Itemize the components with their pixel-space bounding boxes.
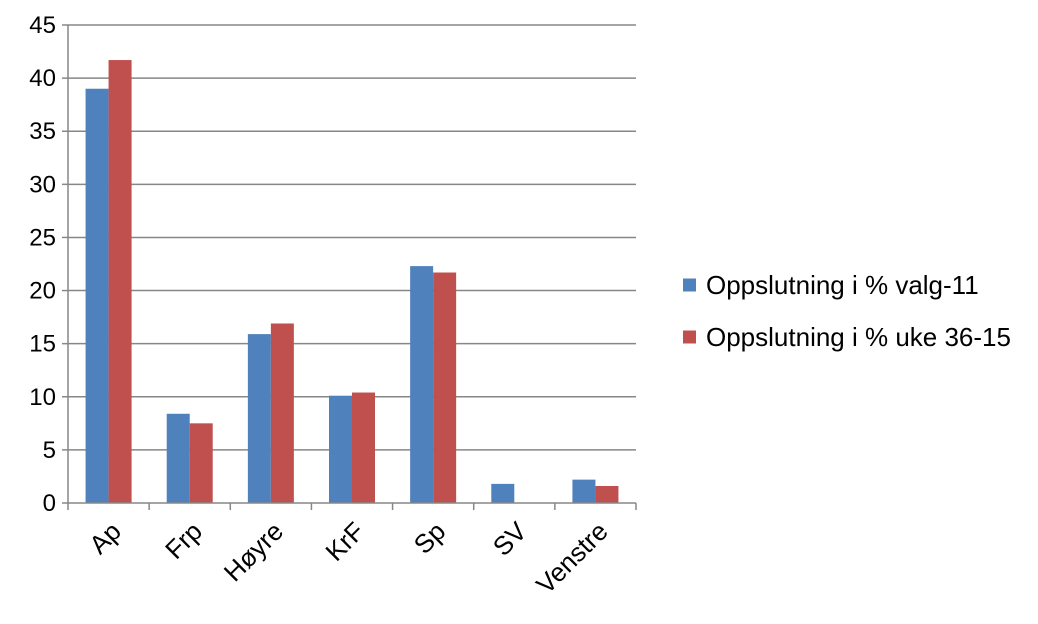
y-tick-labels: 0 5 10 15 20 25 30 35 40 45 (29, 12, 56, 517)
x-tick-label: SV (487, 516, 533, 562)
legend-swatch (683, 278, 696, 292)
bar-krf-series-2 (352, 392, 375, 503)
bar-ap-series-2 (108, 60, 132, 503)
bars (85, 60, 619, 503)
bar-venstre-series-2 (595, 486, 619, 503)
y-tick-label: 5 (43, 437, 56, 464)
x-tick-label: Høyre (218, 516, 289, 587)
x-tick-label: KrF (319, 516, 370, 567)
y-tick-label: 0 (43, 490, 56, 517)
y-tick-label: 20 (29, 278, 56, 305)
gridlines (68, 24, 636, 451)
legend: Oppslutning i % valg-11 Oppslutning i % u… (683, 270, 1011, 352)
legend-label: Oppslutning i % valg-11 (706, 270, 979, 300)
x-tick-label: Ap (83, 516, 127, 560)
bar-krf-series-1 (329, 395, 352, 503)
bar-høyre-series-1 (247, 334, 271, 503)
bar-frp-series-1 (166, 413, 190, 503)
bar-ap-series-1 (85, 88, 109, 503)
y-tick-label: 45 (29, 12, 56, 39)
legend-label: Oppslutning i % uke 36-15 (706, 322, 1011, 352)
y-tick-label: 10 (29, 384, 56, 411)
y-tick-label: 15 (29, 331, 56, 358)
bar-sv-series-1 (491, 483, 515, 503)
y-tick-label: 25 (29, 224, 56, 251)
y-tick-label: 30 (29, 171, 56, 198)
bar-høyre-series-2 (270, 323, 294, 503)
y-tick-label: 40 (29, 65, 56, 92)
y-tick-label: 35 (29, 118, 56, 145)
bar-venstre-series-1 (572, 479, 596, 503)
axes (62, 24, 637, 510)
x-tick-label: Venstre (530, 516, 614, 600)
bar-sp-series-2 (433, 272, 457, 503)
bar-sp-series-1 (410, 266, 434, 503)
x-tick-label: Sp (408, 516, 452, 560)
bar-frp-series-2 (189, 423, 213, 503)
legend-swatch (683, 330, 696, 344)
x-tick-label: Frp (159, 516, 208, 565)
